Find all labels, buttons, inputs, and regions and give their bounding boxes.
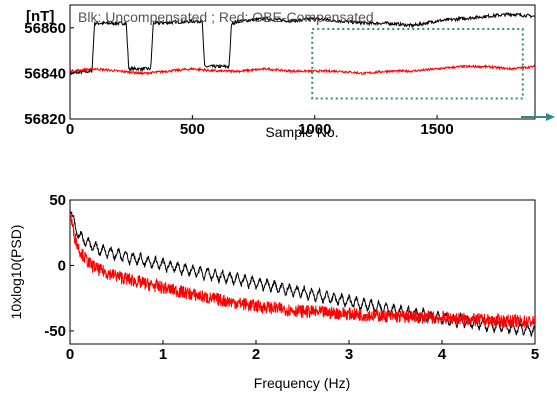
bottom-xlabel: Frequency (Hz) bbox=[254, 375, 350, 391]
bottom-xtick-label: 2 bbox=[252, 346, 260, 363]
top-xtick-label: 1000 bbox=[298, 121, 331, 138]
bottom-ytick-label: 0 bbox=[58, 257, 66, 274]
bottom-series-obe-compensated bbox=[70, 213, 535, 329]
top-plot-frame bbox=[69, 4, 536, 120]
unit-label: [nT] bbox=[26, 8, 54, 25]
bottom-xtick-label: 5 bbox=[531, 346, 539, 363]
bottom-ylabel: 10xlog10(PSD) bbox=[8, 225, 24, 320]
highlight-arrow-head bbox=[546, 113, 555, 121]
top-ytick-label: 56820 bbox=[24, 111, 66, 128]
bottom-xtick-label: 1 bbox=[159, 346, 167, 363]
top-chart: 0 500 1000 1500 56820 56840 56860 [nT] Blk: Un… bbox=[24, 4, 555, 140]
bottom-xtick-label: 3 bbox=[345, 346, 353, 363]
top-xlabel: Sample No. bbox=[265, 124, 338, 140]
top-ytick-label: 56840 bbox=[24, 65, 66, 82]
bottom-ytick-label: 50 bbox=[49, 192, 66, 209]
top-series-obe-compensated bbox=[70, 64, 535, 76]
top-xtick-label: 0 bbox=[66, 121, 74, 138]
bottom-xtick-label: 4 bbox=[438, 346, 447, 363]
top-xtick-label: 500 bbox=[180, 121, 205, 138]
bottom-ytick-label: -50 bbox=[44, 323, 66, 340]
bottom-plot-frame bbox=[69, 199, 536, 345]
top-ytick-label: 56860 bbox=[24, 20, 66, 37]
top-xtick-label: 1500 bbox=[420, 121, 453, 138]
legend-annotation: Blk: Uncompensated ; Red: OBE-Compensate… bbox=[78, 9, 374, 25]
top-series-uncompensated bbox=[70, 11, 535, 76]
bottom-xtick-label: 0 bbox=[66, 346, 74, 363]
highlight-box bbox=[311, 28, 524, 100]
